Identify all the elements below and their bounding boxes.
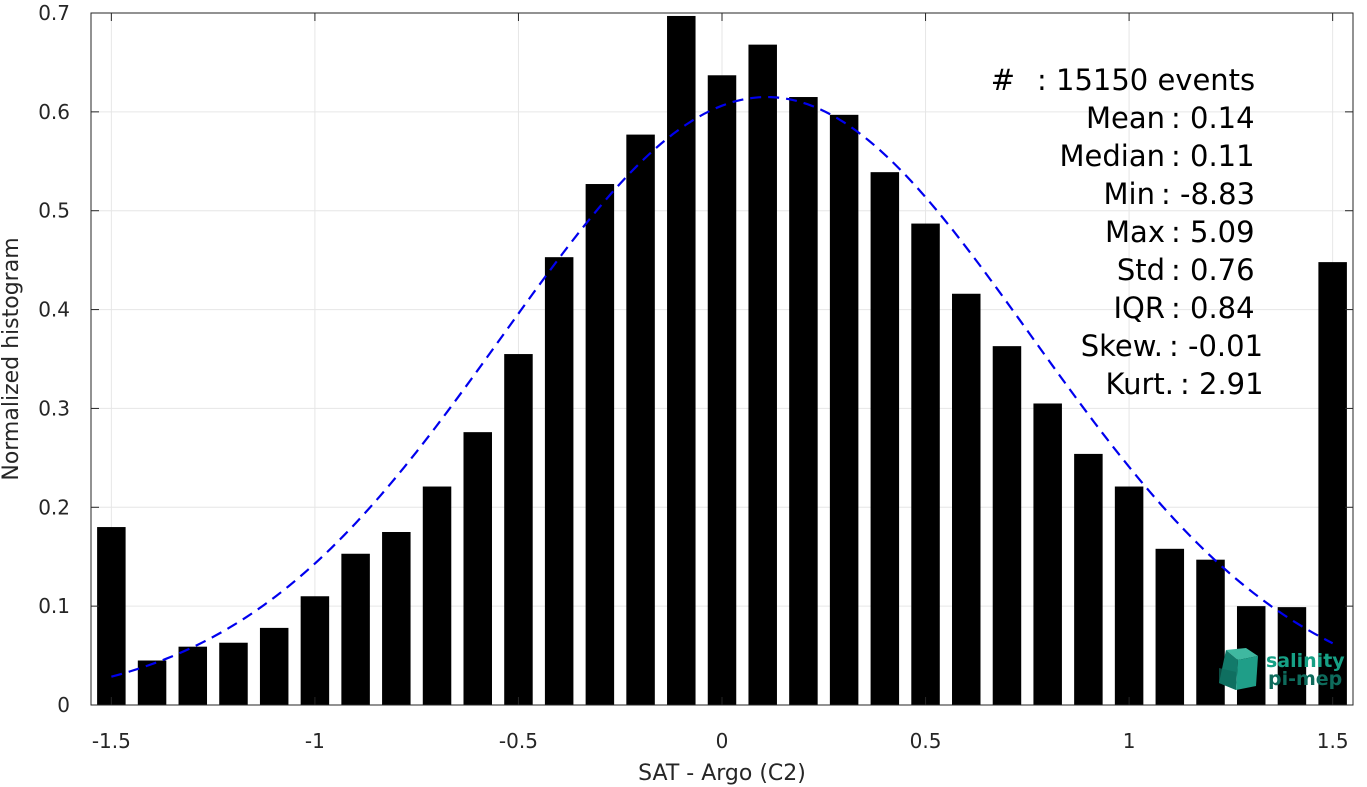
bar-24 xyxy=(1074,453,1103,705)
stat-value-count: : 15150 events xyxy=(1037,63,1255,97)
bar-25 xyxy=(1114,486,1144,705)
bar-19 xyxy=(870,172,900,705)
y-tick-label-0: 0 xyxy=(57,693,70,717)
bar-5 xyxy=(300,596,330,705)
bar-21 xyxy=(952,293,981,705)
y-tick-label-1: 0.1 xyxy=(38,594,70,618)
fit-curve-line xyxy=(111,95,1334,678)
bar-16 xyxy=(748,44,777,706)
cube-icon xyxy=(1219,648,1258,690)
y-axis-ticks: 0 0.1 0.2 0.3 0.4 0.5 0.6 0.7 xyxy=(38,1,1353,717)
stat-value-std: : 0.76 xyxy=(1171,253,1255,287)
bar-30 xyxy=(1318,262,1347,705)
bar-0 xyxy=(97,527,126,705)
bar-11 xyxy=(544,257,574,705)
stat-value-max: : 5.09 xyxy=(1171,215,1255,249)
x-tick-label-3: 0 xyxy=(716,729,729,753)
stat-label-iqr: IQR xyxy=(1113,291,1165,325)
bar-7 xyxy=(382,532,411,705)
stat-value-iqr: : 0.84 xyxy=(1171,291,1255,325)
stat-value-min: : -8.83 xyxy=(1161,177,1255,211)
bar-10 xyxy=(504,354,533,705)
x-tick-label-0: -1.5 xyxy=(92,729,131,753)
gaussian-fit-curve xyxy=(111,95,1334,678)
y-tick-label-5: 0.5 xyxy=(38,199,70,223)
stat-label-kurt: Kurt. xyxy=(1106,367,1174,401)
bar-18 xyxy=(829,114,859,705)
y-tick-label-6: 0.6 xyxy=(38,100,70,124)
bar-12 xyxy=(585,184,615,706)
bar-6 xyxy=(341,553,370,705)
bar-15 xyxy=(707,75,737,705)
x-tick-label-5: 1 xyxy=(1123,729,1136,753)
y-tick-label-4: 0.4 xyxy=(38,298,70,322)
stat-label-std: Std xyxy=(1117,253,1165,287)
y-tick-label-3: 0.3 xyxy=(38,396,70,420)
bar-8 xyxy=(422,486,452,705)
y-axis-label: Normalized histogram xyxy=(0,237,24,480)
stat-label-median: Median xyxy=(1060,139,1165,173)
bar-22 xyxy=(992,346,1022,705)
stat-value-kurt: : 2.91 xyxy=(1180,367,1264,401)
statistics-box: # : 15150 events Mean : 0.14 Median : 0.… xyxy=(991,63,1264,401)
x-tick-label-4: 0.5 xyxy=(910,729,942,753)
bar-26 xyxy=(1155,548,1185,705)
bar-9 xyxy=(463,432,492,705)
stat-value-skew: : -0.01 xyxy=(1169,329,1263,363)
bar-20 xyxy=(911,223,940,705)
x-axis-ticks: -1.5 -1 -0.5 0 0.5 1 1.5 xyxy=(92,13,1349,753)
bar-3 xyxy=(219,642,248,705)
x-tick-label-2: -0.5 xyxy=(499,729,538,753)
bar-17 xyxy=(789,97,818,706)
salinity-pimep-logo: salinity pi-mep xyxy=(1219,648,1345,690)
x-tick-label-1: -1 xyxy=(305,729,325,753)
stat-value-median: : 0.11 xyxy=(1171,139,1255,173)
x-tick-label-6: 1.5 xyxy=(1317,729,1349,753)
logo-text-pimep: pi-mep xyxy=(1268,668,1342,690)
bar-4 xyxy=(259,627,289,705)
stat-label-count: # xyxy=(991,63,1015,97)
bar-2 xyxy=(178,646,208,705)
bars xyxy=(97,15,1347,706)
bar-13 xyxy=(626,134,655,705)
y-tick-label-7: 0.7 xyxy=(38,1,70,25)
x-axis-label: SAT - Argo (C2) xyxy=(638,761,806,786)
stat-label-skew: Skew. xyxy=(1081,329,1163,363)
logo-text-salinity: salinity xyxy=(1266,650,1345,672)
bar-1 xyxy=(137,660,167,705)
stat-label-mean: Mean xyxy=(1086,101,1165,135)
stat-value-mean: : 0.14 xyxy=(1171,101,1255,135)
y-tick-label-2: 0.2 xyxy=(38,495,70,519)
stat-label-max: Max xyxy=(1105,215,1165,249)
stat-label-min: Min xyxy=(1104,177,1155,211)
bar-23 xyxy=(1033,403,1062,705)
bar-29 xyxy=(1277,607,1307,705)
bar-14 xyxy=(667,15,696,706)
